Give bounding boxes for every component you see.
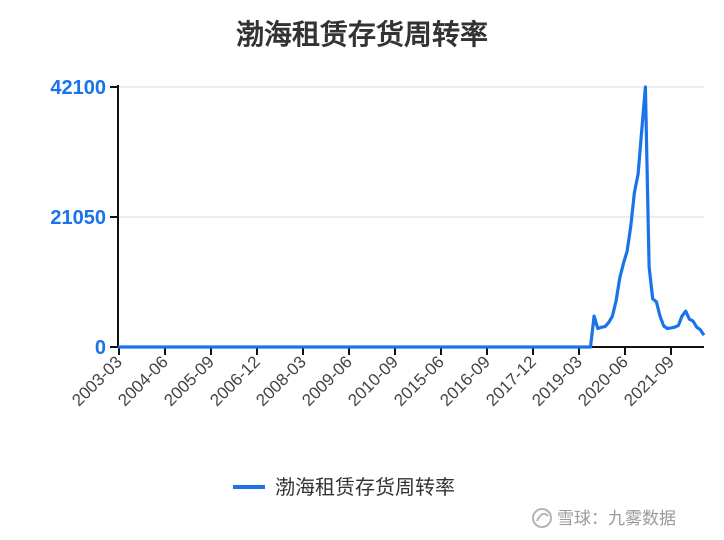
watermark: 雪球：九雾数据 bbox=[532, 508, 676, 528]
grid-lines bbox=[118, 86, 704, 218]
x-tick-label: 2016-09 bbox=[436, 352, 494, 410]
legend: 渤海租赁存货周转率 bbox=[233, 476, 455, 499]
x-tick-label: 2015-06 bbox=[390, 352, 448, 410]
chart-title: 渤海租赁存货周转率 bbox=[236, 18, 488, 50]
x-tick-label: 2008-03 bbox=[252, 352, 310, 410]
x-tick-label: 2003-03 bbox=[68, 352, 126, 410]
x-tick-label: 2005-09 bbox=[160, 352, 218, 410]
x-tick-label: 2010-09 bbox=[344, 352, 402, 410]
x-tick-label: 2004-06 bbox=[114, 352, 172, 410]
y-axis-ticks: 0 21050 42100 bbox=[50, 77, 118, 359]
y-tick-label: 21050 bbox=[50, 207, 106, 229]
y-tick-label: 42100 bbox=[50, 77, 106, 99]
x-tick-label: 2017-12 bbox=[482, 352, 540, 410]
y-tick-label: 0 bbox=[95, 337, 106, 359]
x-tick-label: 2009-06 bbox=[298, 352, 356, 410]
legend-label: 渤海租赁存货周转率 bbox=[275, 476, 455, 499]
x-axis-ticks: 2003-032004-062005-092006-122008-032009-… bbox=[68, 347, 678, 410]
x-tick-label: 2020-06 bbox=[574, 352, 632, 410]
x-tick-label: 2021-09 bbox=[620, 352, 678, 410]
x-tick-label: 2019-03 bbox=[528, 352, 586, 410]
watermark-text: 雪球：九雾数据 bbox=[557, 509, 676, 528]
series-line bbox=[118, 85, 706, 349]
x-tick-label: 2006-12 bbox=[206, 352, 264, 410]
snowball-logo-icon bbox=[532, 508, 552, 528]
